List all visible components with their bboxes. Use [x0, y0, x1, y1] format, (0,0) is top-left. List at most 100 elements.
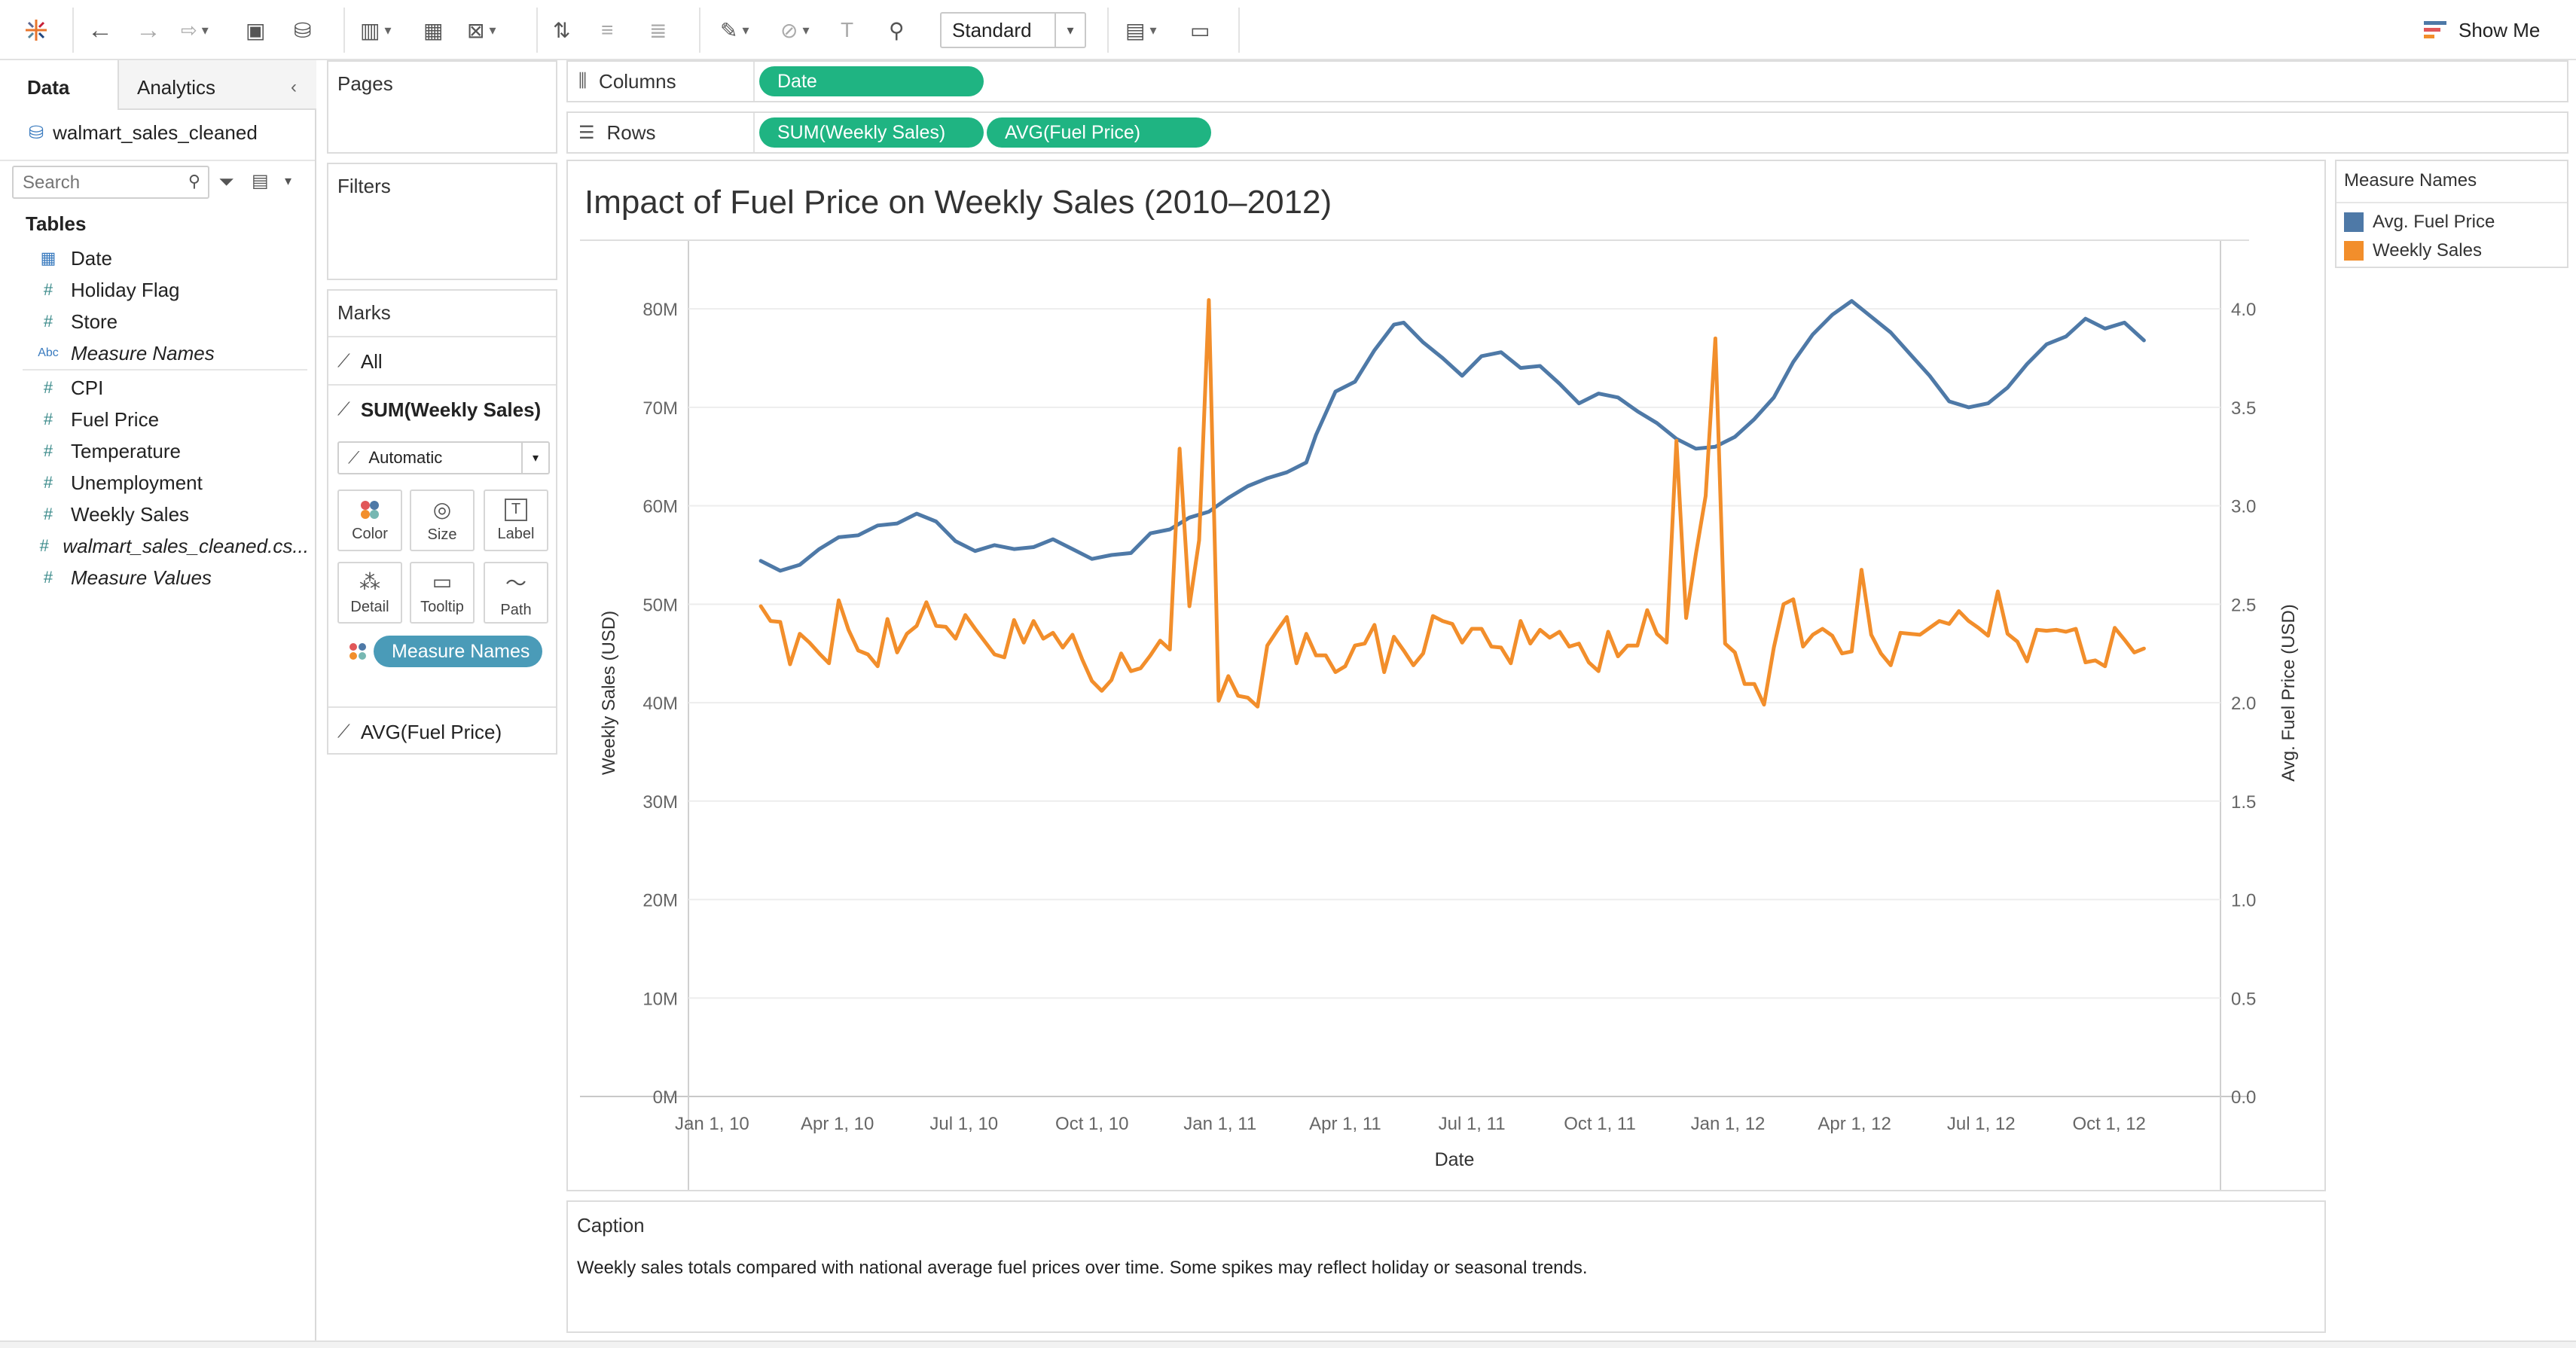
filters-card[interactable]: Filters	[327, 163, 557, 280]
swap-rows-columns-icon[interactable]: ⇅	[553, 11, 570, 50]
tab-analytics[interactable]: Analytics ‹	[118, 60, 316, 110]
show-me-icon	[2424, 20, 2448, 41]
redo-icon[interactable]: →	[136, 11, 161, 50]
x-tick-label: Oct 1, 10	[1055, 1114, 1128, 1134]
show-me-button[interactable]: Show Me	[2424, 14, 2540, 47]
dimension-field[interactable]: # Store	[0, 306, 309, 337]
dimension-field-label: Date	[71, 247, 112, 270]
y-tick-label: 30M	[642, 792, 678, 813]
replay-icon[interactable]: ⇨ ▾	[181, 11, 209, 50]
columns-label-wrap: ⫼ Columns	[578, 62, 676, 101]
legend-card[interactable]: Measure Names Avg. Fuel Price Weekly Sal…	[2335, 160, 2568, 268]
undo-icon[interactable]: ←	[87, 11, 113, 50]
sort-ascending-icon[interactable]: ≡	[601, 11, 613, 50]
collapse-pane-icon[interactable]: ‹	[291, 66, 297, 108]
x-tick-label: Oct 1, 12	[2073, 1114, 2146, 1134]
legend-label: Avg. Fuel Price	[2373, 212, 2495, 233]
measure-icon: #	[32, 312, 65, 331]
measure-icon: #	[32, 536, 56, 556]
save-icon[interactable]: ▣	[246, 11, 265, 50]
measure-field[interactable]: # Temperature	[0, 435, 309, 467]
x-tick-label: Apr 1, 12	[1818, 1114, 1891, 1134]
show-labels-icon[interactable]: T	[841, 11, 853, 50]
x-tick-label: Jul 1, 12	[1947, 1114, 2016, 1134]
search-box[interactable]: ⚲	[12, 166, 209, 199]
tableau-logo-icon[interactable]	[23, 11, 50, 50]
legend-item-fuel-price[interactable]: Avg. Fuel Price	[2344, 209, 2495, 235]
marks-all-tab[interactable]: ⟋ All	[337, 346, 383, 377]
legend-swatch	[2344, 212, 2364, 232]
measure-field[interactable]: # walmart_sales_cleaned.cs...	[0, 530, 309, 562]
measure-field-label: Unemployment	[71, 471, 203, 495]
path-button[interactable]: 〜 Path	[484, 562, 548, 624]
tab-data[interactable]: Data	[0, 60, 118, 110]
line-mark-icon: ⟋	[337, 351, 350, 372]
columns-pill-label: Date	[777, 71, 817, 93]
x-tick-label: Jan 1, 10	[675, 1114, 749, 1134]
rows-pill-fuel-price[interactable]: AVG(Fuel Price)	[987, 117, 1211, 148]
detail-button[interactable]: ⁂ Detail	[337, 562, 402, 624]
color-field-icon	[348, 642, 368, 661]
measure-icon: #	[32, 280, 65, 300]
size-button[interactable]: ◎ Size	[410, 489, 475, 551]
chart[interactable]: 0M 10M 20M 30M 40M 50M 60M 70M 80M 0.0 0.5 1.0 1.5 2.…	[568, 161, 2324, 1190]
rows-icon: ☰	[578, 122, 595, 144]
dimension-field[interactable]: Abc Measure Names	[0, 337, 309, 369]
marks-sum-label: SUM(Weekly Sales)	[361, 398, 541, 422]
marks-card: Marks ⟋ All ⟋ SUM(Weekly Sales) ⟋ Automa…	[327, 289, 557, 755]
marks-sum-tab[interactable]: ⟋ SUM(Weekly Sales)	[337, 393, 541, 426]
detail-icon: ⁂	[359, 569, 380, 594]
columns-pill-date[interactable]: Date	[759, 66, 984, 96]
measure-field[interactable]: # Measure Values	[0, 562, 309, 593]
datasource-item[interactable]: ⛁ walmart_sales_cleaned	[0, 110, 309, 155]
label-button[interactable]: T Label	[484, 489, 548, 551]
fix-axes-icon[interactable]: ⚲	[889, 11, 905, 50]
x-tick-label: Jul 1, 11	[1439, 1114, 1506, 1134]
show-cards-icon[interactable]: ▤ ▾	[1125, 11, 1157, 50]
marks-avg-label: AVG(Fuel Price)	[361, 721, 502, 744]
sort-descending-icon[interactable]: ≣	[649, 11, 667, 50]
label-label: Label	[498, 526, 535, 543]
group-icon[interactable]: ⊘ ▾	[780, 11, 810, 50]
measure-icon: #	[32, 505, 65, 524]
caption-card[interactable]: Caption Weekly sales totals compared wit…	[566, 1200, 2326, 1333]
pages-card[interactable]: Pages	[327, 60, 557, 154]
legend-item-weekly-sales[interactable]: Weekly Sales	[2344, 238, 2482, 264]
measure-field[interactable]: # Weekly Sales	[0, 499, 309, 530]
clear-sheet-icon[interactable]: ⊠ ▾	[467, 11, 496, 50]
cards-column: Pages Filters Marks ⟋ All ⟋ SUM(Weekly S…	[324, 60, 559, 1348]
view-toggle-icon[interactable]: ▤	[252, 170, 269, 192]
presentation-mode-icon[interactable]: ▭	[1190, 11, 1210, 50]
measure-field-label: Temperature	[71, 440, 181, 463]
marks-avg-tab[interactable]: ⟋ AVG(Fuel Price)	[337, 715, 502, 749]
dimension-field[interactable]: ▦ Date	[0, 242, 309, 274]
legend-title: Measure Names	[2344, 170, 2477, 191]
measure-icon: #	[32, 410, 65, 429]
dimension-field[interactable]: # Holiday Flag	[0, 274, 309, 306]
new-datasource-icon[interactable]: ⛁	[294, 11, 311, 50]
rows-pill-label: SUM(Weekly Sales)	[777, 122, 945, 144]
columns-shelf[interactable]: ⫼ Columns Date	[566, 60, 2568, 102]
measure-field[interactable]: # CPI	[0, 372, 309, 404]
filter-icon[interactable]: ⏷	[218, 170, 234, 194]
y2-tick-label: 3.5	[2231, 398, 2256, 419]
rows-pill-weekly-sales[interactable]: SUM(Weekly Sales)	[759, 117, 984, 148]
fit-select[interactable]: Standard ▾	[940, 12, 1086, 48]
rows-shelf[interactable]: ☰ Rows SUM(Weekly Sales) AVG(Fuel Price)	[566, 111, 2568, 154]
duplicate-sheet-icon[interactable]: ▦	[423, 11, 443, 50]
new-worksheet-icon[interactable]: ▥ ▾	[360, 11, 392, 50]
measure-field[interactable]: # Fuel Price	[0, 404, 309, 435]
search-input[interactable]	[21, 170, 175, 196]
datasource-icon: ⛁	[29, 122, 44, 144]
series-line-weekly-sales	[761, 300, 2144, 706]
y2-axis-title: Avg. Fuel Price (USD)	[2278, 604, 2299, 782]
show-me-label: Show Me	[2458, 19, 2540, 42]
highlight-icon[interactable]: ✎ ▾	[720, 11, 749, 50]
color-button[interactable]: Color	[337, 489, 402, 551]
pane-menu-icon[interactable]: ▾	[285, 173, 291, 189]
mark-type-select[interactable]: ⟋ Automatic ▾	[337, 441, 550, 474]
tooltip-button[interactable]: ▭ Tooltip	[410, 562, 475, 624]
y-tick-label: 70M	[642, 398, 678, 419]
measure-names-pill[interactable]: Measure Names	[374, 636, 542, 667]
measure-field[interactable]: # Unemployment	[0, 467, 309, 499]
